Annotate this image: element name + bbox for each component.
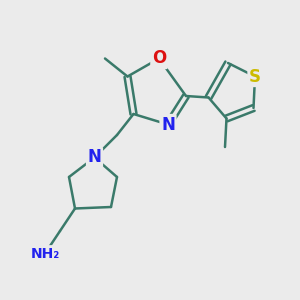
Text: S: S <box>249 68 261 85</box>
Text: NH₂: NH₂ <box>30 247 60 260</box>
Text: O: O <box>152 50 166 68</box>
Text: N: N <box>161 116 175 134</box>
Text: N: N <box>88 148 101 166</box>
